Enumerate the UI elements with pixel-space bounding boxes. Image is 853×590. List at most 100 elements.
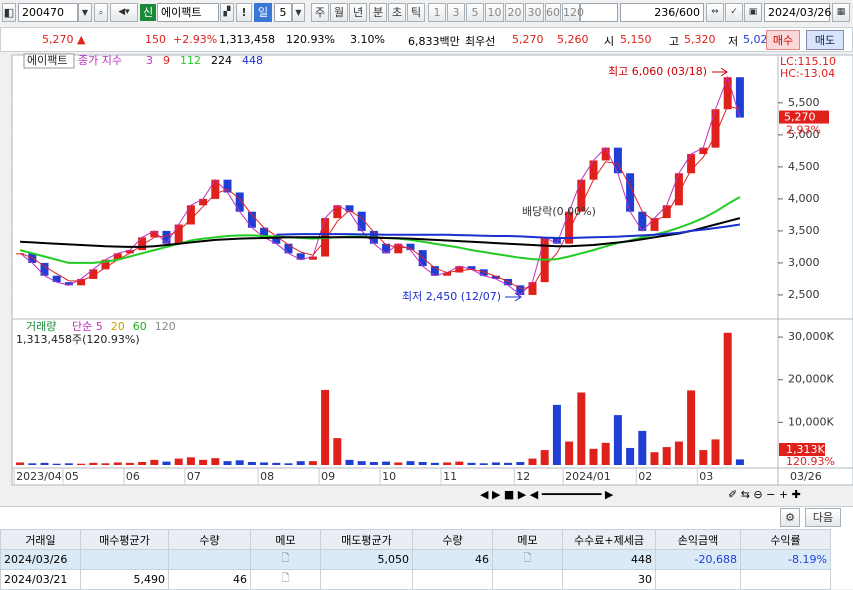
last-volume: 1,313K	[786, 443, 825, 456]
volume-bar	[516, 462, 525, 465]
volume-bar	[601, 442, 610, 465]
zoom-tools[interactable]: ✐ ⇆ ⊖ − + ✚	[728, 488, 801, 501]
volume-bar	[491, 462, 500, 465]
x-tick-label: 11	[443, 470, 457, 483]
interval-button[interactable]: 60	[545, 3, 561, 22]
buy-button[interactable]: 매수	[766, 30, 800, 50]
period-button[interactable]: 초	[388, 3, 406, 22]
candle	[138, 237, 147, 251]
column-header: 수량	[168, 529, 251, 550]
volume-bar	[504, 462, 513, 465]
candle	[735, 77, 744, 118]
tool-button[interactable]: ✓	[725, 3, 743, 22]
x-tick-label: 10	[382, 470, 396, 483]
flag-button[interactable]: ▞	[220, 3, 234, 22]
volume-bar	[479, 463, 488, 465]
y-tick-label: 3,500	[788, 224, 820, 237]
settings-button[interactable]: ⚙	[780, 508, 800, 527]
memo-icon[interactable]: 🗋	[281, 573, 290, 584]
candle	[89, 269, 98, 279]
volume-bar	[247, 462, 256, 465]
column-header: 수수료+제세금	[562, 529, 656, 550]
header-row: 거래일 매수평균가 수량 메모 매도평균가 수량 메모 수수료+제세금 손익금액 수익률	[0, 529, 831, 550]
y-tick-label: 2,500	[788, 288, 820, 301]
interval-button[interactable]: 30	[525, 3, 544, 22]
y-tick-label: 10,000K	[788, 415, 834, 428]
volume-bar	[443, 462, 452, 465]
table-cell: 2024/03/21	[0, 569, 81, 590]
sound-button[interactable]: ◀▾	[110, 3, 138, 22]
volume-bar	[674, 441, 683, 465]
volume-bar	[455, 461, 464, 465]
code-input[interactable]: 200470	[18, 3, 78, 22]
period-count[interactable]: 5	[274, 3, 292, 22]
scroll-bar	[0, 487, 853, 504]
period-button[interactable]: 년	[349, 3, 367, 22]
y-tick-label: 5,500	[788, 96, 820, 109]
period-button[interactable]: 틱	[407, 3, 425, 22]
search-button[interactable]: ⌕	[94, 3, 108, 22]
volume-bar	[101, 463, 110, 465]
count-box[interactable]: 236/600	[620, 3, 704, 22]
change-pct: +2.93%	[173, 33, 218, 46]
high: 5,320	[684, 33, 716, 46]
legend-entry: 112	[180, 54, 201, 67]
volume-bar	[284, 463, 293, 465]
count-max: /600	[675, 6, 700, 19]
legend-entry: 60	[133, 320, 147, 333]
volume-bar	[89, 462, 98, 465]
interval-button[interactable]: 20	[505, 3, 524, 22]
sell-button[interactable]: 매도	[806, 30, 844, 50]
candle	[174, 224, 183, 244]
nav-buttons[interactable]: ◀ ▶ ■ ▶ ◀ ━━━━━━━━━ ▶	[480, 488, 614, 501]
volume-info: 1,313,458주(120.93%)	[16, 333, 140, 346]
annotation: 최저 2,450 (12/07)	[402, 290, 501, 303]
calendar-button[interactable]: ▦	[832, 3, 850, 22]
y-tick-label: 4,000	[788, 192, 820, 205]
volume-bar	[138, 462, 147, 465]
x-tick-label: 07	[187, 470, 201, 483]
dropdown[interactable]: ▼	[292, 3, 305, 22]
interval-button[interactable]: 5	[466, 3, 484, 22]
plot-bg	[11, 54, 779, 486]
ma-line	[20, 217, 741, 248]
next-button[interactable]: 다음	[805, 508, 841, 527]
tool-button[interactable]: ⇔	[706, 3, 724, 22]
period-button[interactable]: 분	[369, 3, 387, 22]
volume-bar	[150, 459, 159, 465]
table-cell: 46	[168, 569, 251, 590]
column-header: 거래일	[0, 529, 81, 550]
save-button[interactable]: ▣	[744, 3, 762, 22]
menu-button[interactable]: ◧	[2, 3, 16, 22]
alert-button[interactable]: !	[236, 3, 252, 22]
period-selected[interactable]: 일	[254, 3, 272, 22]
table-cell	[492, 569, 563, 590]
period-button[interactable]: 주	[311, 3, 329, 22]
dropdown[interactable]: ▼	[78, 3, 92, 22]
column-header: 손익금액	[655, 529, 741, 550]
interval-button[interactable]: 120	[562, 3, 584, 22]
candle	[211, 179, 220, 199]
market-badge: 신	[140, 4, 156, 21]
ma-line	[276, 223, 741, 239]
table-cell: 🗋	[492, 549, 563, 570]
interval-button[interactable]: 10	[485, 3, 504, 22]
combo[interactable]	[580, 3, 618, 22]
annotation: 최고 6,060 (03/18)	[608, 65, 707, 78]
y-tick-label: 3,000	[788, 256, 820, 269]
volume-bar	[711, 439, 720, 465]
column-header: 매수평균가	[80, 529, 169, 550]
candle	[674, 173, 683, 206]
volume-bar	[308, 461, 317, 465]
period-button[interactable]: 월	[330, 3, 348, 22]
memo-icon[interactable]: 🗋	[523, 553, 532, 564]
interval-button[interactable]: 3	[447, 3, 465, 22]
interval-button[interactable]: 1	[428, 3, 446, 22]
candle	[113, 253, 122, 260]
memo-icon[interactable]: 🗋	[281, 553, 290, 564]
candle	[467, 266, 476, 270]
column-header: 매도평균가	[320, 529, 413, 550]
legend-entry: 3	[146, 54, 153, 67]
x-tick-label: 08	[260, 470, 274, 483]
date-input[interactable]: 2024/03/26	[764, 3, 831, 22]
